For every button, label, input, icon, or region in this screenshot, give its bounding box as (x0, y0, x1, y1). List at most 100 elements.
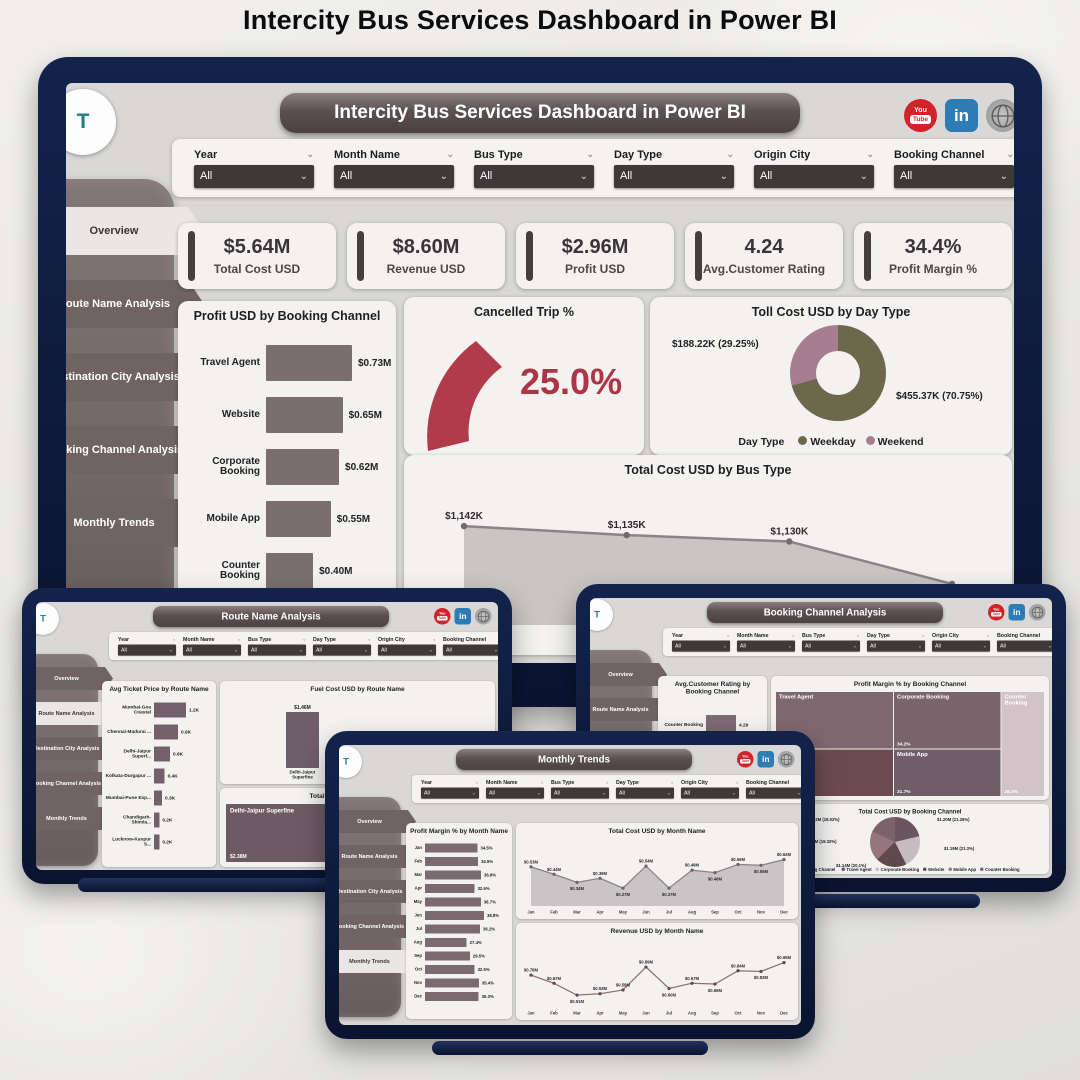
globe-icon[interactable] (778, 751, 795, 768)
linkedin-icon[interactable]: in (757, 751, 774, 768)
bar[interactable] (154, 746, 170, 762)
filter-dropdown[interactable]: All ⌄ (681, 787, 739, 799)
filter-dropdown[interactable]: All ⌄ (802, 640, 860, 652)
bar[interactable] (266, 345, 352, 381)
bar[interactable] (266, 449, 340, 485)
nav-item-booking-channel-analysis[interactable]: Booking Channel Analysis (36, 772, 113, 795)
bar[interactable] (154, 834, 160, 850)
bar[interactable] (425, 978, 479, 988)
bar[interactable] (425, 883, 475, 893)
bar[interactable] (425, 924, 481, 934)
pie-chart-total-cost[interactable] (870, 817, 920, 867)
bar[interactable] (706, 715, 737, 735)
nav-item-route-name-analysis[interactable]: Route Name Analysis (36, 702, 113, 725)
bar-row-feb: Feb 34.9% (409, 855, 511, 869)
filter-dropdown[interactable]: All ⌄ (754, 164, 874, 188)
bar[interactable] (425, 856, 479, 866)
bar[interactable] (266, 553, 314, 589)
filter-dropdown[interactable]: All ⌄ (486, 787, 544, 799)
legend-item-corporate-booking[interactable]: Corporate Booking (875, 867, 919, 872)
legend-item-counter-booking[interactable]: Counter Booking (980, 867, 1020, 872)
legend-item-weekday[interactable]: Weekday (798, 436, 856, 448)
filter-dropdown[interactable]: All ⌄ (614, 164, 734, 188)
filter-dropdown[interactable]: All ⌄ (421, 787, 479, 799)
nav-item-monthly-trends[interactable]: Monthly Trends (339, 950, 416, 973)
nav-item-route-name-analysis[interactable]: Route Name Analysis (339, 845, 416, 868)
globe-icon[interactable] (475, 608, 492, 625)
bar-row-travel-agent: Travel Agent $0.73M (182, 337, 392, 389)
bar[interactable] (425, 964, 475, 974)
chevron-down-icon: ⌄ (536, 790, 541, 796)
filter-dropdown[interactable]: All ⌄ (443, 644, 498, 656)
filter-dropdown[interactable]: All ⌄ (194, 164, 314, 188)
linkedin-icon[interactable]: in (945, 99, 978, 132)
filter-dropdown[interactable]: All ⌄ (248, 644, 306, 656)
nav-item-destination-city-analysis[interactable]: Destination City Analysis (36, 737, 113, 760)
globe-icon[interactable] (1029, 604, 1046, 621)
filter-dropdown[interactable]: All ⌄ (616, 787, 674, 799)
bar[interactable] (154, 812, 160, 828)
filter-dropdown[interactable]: All ⌄ (867, 640, 925, 652)
area-chart-total-cost[interactable]: $0.53M $0.44M $0.34M $0.39M $0.27M $0.54M $0.2… (517, 836, 797, 919)
linkedin-icon[interactable]: in (454, 608, 471, 625)
filter-dropdown[interactable]: All ⌄ (183, 644, 241, 656)
bar-label: Chandigarh-Shimla... (123, 814, 151, 825)
bar[interactable] (425, 937, 467, 947)
nav-item-overview[interactable]: Overview (36, 667, 113, 690)
nav-item-overview[interactable]: Overview (339, 810, 416, 833)
nav-item-monthly-trends[interactable]: Monthly Trends (36, 807, 113, 830)
bar[interactable] (425, 843, 478, 853)
nav-item-overview[interactable]: Overview (590, 663, 667, 686)
filter-dropdown[interactable]: All ⌄ (997, 640, 1052, 652)
youtube-icon[interactable]: You Tube (988, 604, 1005, 621)
bar[interactable] (425, 910, 484, 920)
filter-dropdown[interactable]: All ⌄ (118, 644, 176, 656)
filter-dropdown[interactable]: All ⌄ (746, 787, 801, 799)
youtube-icon[interactable]: You Tube (737, 751, 754, 768)
treemap-cell-mobile-app[interactable]: Mobile App 31.7% (894, 749, 1001, 796)
bar-row-may: May 36.7% (409, 895, 511, 909)
bar-row-lucknow-kanpur-s: Lucknow-Kanpur S... 0.2K (104, 831, 214, 853)
bar-label: Counter Booking (664, 722, 703, 728)
line-chart-revenue[interactable]: $0.78M $0.67M $0.51M $0.53M $0.58M $0.89M $0.6… (517, 936, 797, 1020)
donut-chart-toll[interactable] (790, 325, 886, 421)
filter-dropdown[interactable]: All ⌄ (894, 164, 1014, 188)
filter-dropdown[interactable]: All ⌄ (737, 640, 795, 652)
filter-dropdown[interactable]: All ⌄ (932, 640, 990, 652)
bar[interactable] (425, 951, 470, 961)
bar[interactable] (425, 870, 481, 880)
filter-dropdown[interactable]: All ⌄ (334, 164, 454, 188)
bar[interactable] (266, 397, 343, 433)
bar[interactable] (154, 768, 165, 784)
legend-item-travel-agent[interactable]: Travel Agent (841, 867, 872, 872)
nav-item-destination-city-analysis[interactable]: Destination City Analysis (339, 880, 416, 903)
filter-dropdown[interactable]: All ⌄ (672, 640, 730, 652)
legend-item-website[interactable]: Website (923, 867, 944, 872)
bar[interactable] (266, 501, 331, 537)
youtube-icon[interactable]: You Tube (904, 99, 937, 132)
column-bar[interactable] (286, 712, 319, 769)
nav-item-booking-channel-analysis[interactable]: Booking Channel Analysis (339, 915, 416, 938)
filter-dropdown[interactable]: All ⌄ (551, 787, 609, 799)
bar[interactable] (425, 897, 481, 907)
linkedin-icon[interactable]: in (1008, 604, 1025, 621)
nav-item-route-name-analysis[interactable]: Route Name Analysis (590, 698, 667, 721)
svg-text:$0.51M: $0.51M (570, 999, 585, 1004)
bar-row-chennai-madurai: Chennai-Madurai ... 0.9K (104, 721, 214, 743)
bar[interactable] (154, 702, 186, 718)
gauge-arc-icon[interactable] (414, 323, 534, 453)
treemap-cell-corporate-booking[interactable]: Corporate Booking 34.2% (894, 692, 1001, 749)
filter-dropdown[interactable]: All ⌄ (474, 164, 594, 188)
globe-icon[interactable] (986, 99, 1014, 132)
legend-item-weekend[interactable]: Weekend (865, 436, 924, 448)
treemap-cell-counter-booking[interactable]: Counter Booking 28.4% (1001, 692, 1044, 796)
bar[interactable] (425, 991, 479, 1001)
chevron-down-icon: ⌄ (852, 643, 857, 649)
bar-value: 0.2K (162, 817, 173, 823)
filter-dropdown[interactable]: All ⌄ (378, 644, 436, 656)
youtube-icon[interactable]: You Tube (434, 608, 451, 625)
legend-item-mobile-app[interactable]: Mobile App (948, 867, 976, 872)
filter-dropdown[interactable]: All ⌄ (313, 644, 371, 656)
bar[interactable] (154, 790, 162, 806)
bar[interactable] (154, 724, 178, 740)
